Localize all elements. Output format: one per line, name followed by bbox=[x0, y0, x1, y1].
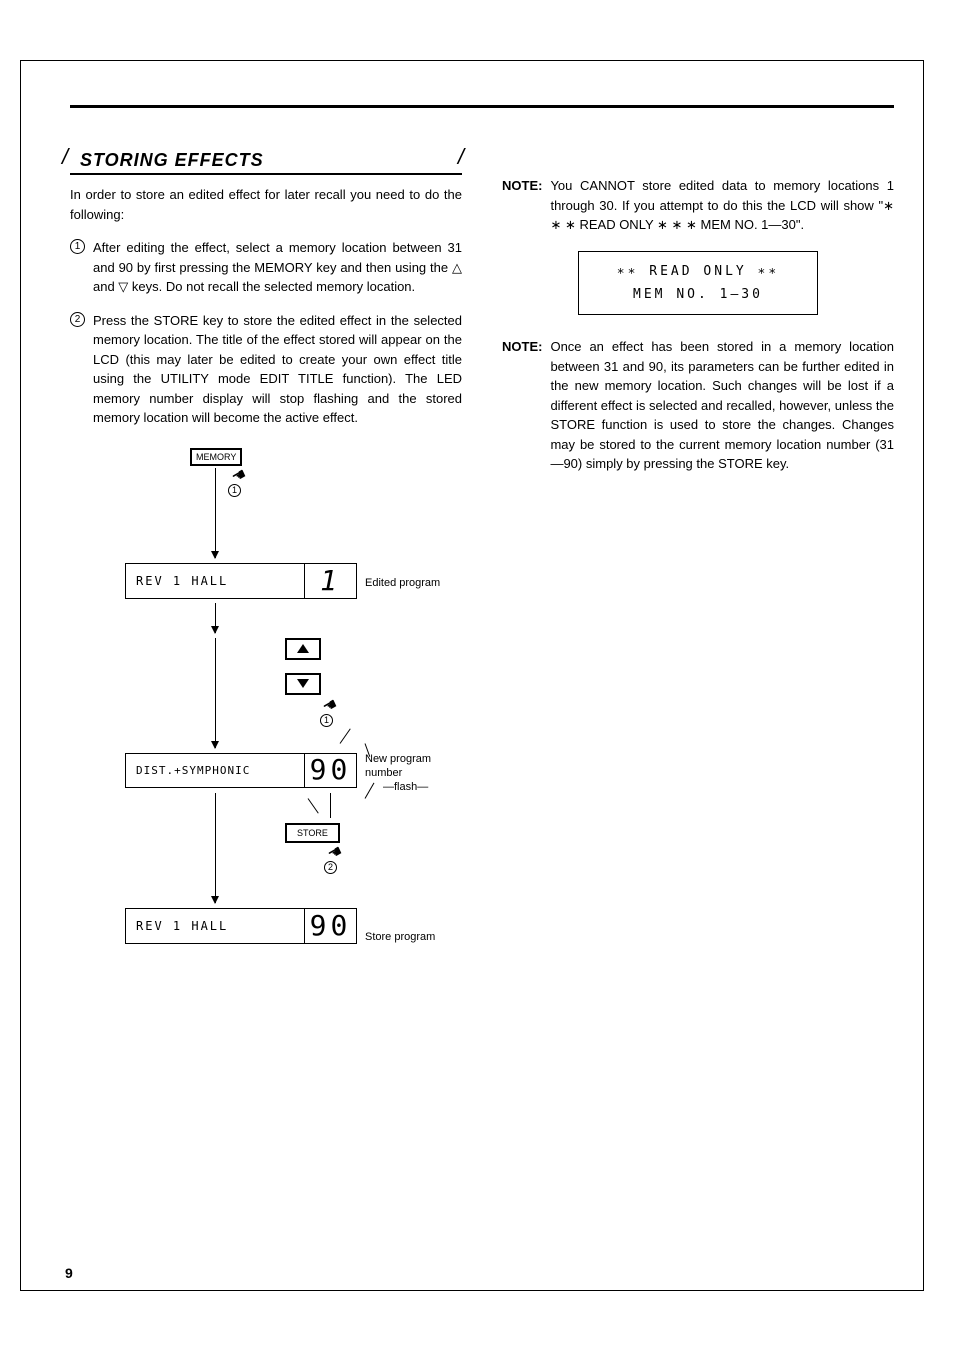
left-column: / STORING EFFECTS / In order to store an… bbox=[70, 148, 462, 1008]
lcd-line-1: ∗∗ READ ONLY ∗∗ bbox=[597, 260, 799, 283]
memory-key-button: MEMORY bbox=[190, 448, 242, 466]
step-text: After editing the effect, select a memor… bbox=[93, 238, 462, 297]
step-1: 1 After editing the effect, select a mem… bbox=[70, 238, 462, 297]
led-display: 90 bbox=[305, 753, 357, 788]
lcd-readonly-box: ∗∗ READ ONLY ∗∗ MEM NO. 1—30 bbox=[578, 251, 818, 316]
triangle-down-icon bbox=[297, 679, 309, 688]
display-2-label: New program number —flash— bbox=[365, 752, 431, 795]
triangle-up-icon bbox=[297, 644, 309, 653]
up-key-button bbox=[285, 638, 321, 660]
store-key-button: STORE bbox=[285, 823, 340, 843]
note-text: Once an effect has been stored in a memo… bbox=[550, 337, 894, 474]
flash-mark bbox=[340, 728, 351, 743]
step-number-icon: 1 bbox=[70, 239, 85, 254]
display-row-1: REV 1 HALL 1 bbox=[125, 563, 357, 599]
label-line: —flash— bbox=[365, 780, 431, 794]
lcd-line-2: MEM NO. 1—30 bbox=[597, 283, 799, 306]
section-heading: / STORING EFFECTS / bbox=[70, 148, 462, 175]
note-label: NOTE: bbox=[502, 337, 542, 474]
led-digit: 90 bbox=[310, 756, 352, 784]
arrow-line bbox=[215, 603, 216, 633]
label-line: New program bbox=[365, 752, 431, 766]
lcd-display: REV 1 HALL bbox=[125, 908, 305, 944]
display-1-label: Edited program bbox=[365, 576, 440, 590]
step-ref-2-icon: 2 bbox=[324, 861, 337, 874]
flash-mark bbox=[308, 798, 319, 813]
tick-line bbox=[330, 793, 331, 818]
led-digit: 1 bbox=[320, 567, 341, 595]
two-column-layout: / STORING EFFECTS / In order to store an… bbox=[70, 148, 894, 1008]
display-row-3: REV 1 HALL 90 bbox=[125, 908, 357, 944]
right-column: NOTE: You CANNOT store edited data to me… bbox=[502, 148, 894, 1008]
led-digit: 90 bbox=[310, 912, 352, 940]
page-number: 9 bbox=[65, 1265, 73, 1281]
step-ref-1-icon: 1 bbox=[228, 484, 241, 497]
step-2: 2 Press the STORE key to store the edite… bbox=[70, 311, 462, 428]
page-content: / STORING EFFECTS / In order to store an… bbox=[70, 105, 894, 1008]
note-1: NOTE: You CANNOT store edited data to me… bbox=[502, 176, 894, 235]
led-display: 1 bbox=[305, 563, 357, 599]
led-display: 90 bbox=[305, 908, 357, 944]
arrow-line bbox=[215, 793, 216, 903]
arrow-line bbox=[215, 638, 216, 748]
slash-decoration: / bbox=[458, 144, 464, 170]
arrow-line bbox=[215, 468, 216, 558]
top-rule bbox=[70, 105, 894, 108]
note-text: You CANNOT store edited data to memory l… bbox=[550, 176, 894, 235]
note-2: NOTE: Once an effect has been stored in … bbox=[502, 337, 894, 474]
step-ref-1-icon: 1 bbox=[320, 714, 333, 727]
label-line: number bbox=[365, 766, 431, 780]
flow-diagram: MEMORY ☚ 1 REV 1 HALL 1 Edited program ☚ bbox=[90, 448, 460, 1008]
intro-text: In order to store an edited effect for l… bbox=[70, 185, 462, 224]
note-label: NOTE: bbox=[502, 176, 542, 235]
display-3-label: Store program bbox=[365, 930, 435, 944]
step-text: Press the STORE key to store the edited … bbox=[93, 311, 462, 428]
display-row-2: DIST.+SYMPHONIC 90 bbox=[125, 753, 357, 788]
step-number-icon: 2 bbox=[70, 312, 85, 327]
slash-decoration: / bbox=[62, 144, 68, 170]
lcd-display: REV 1 HALL bbox=[125, 563, 305, 599]
lcd-display: DIST.+SYMPHONIC bbox=[125, 753, 305, 788]
section-title: STORING EFFECTS bbox=[70, 148, 462, 175]
down-key-button bbox=[285, 673, 321, 695]
